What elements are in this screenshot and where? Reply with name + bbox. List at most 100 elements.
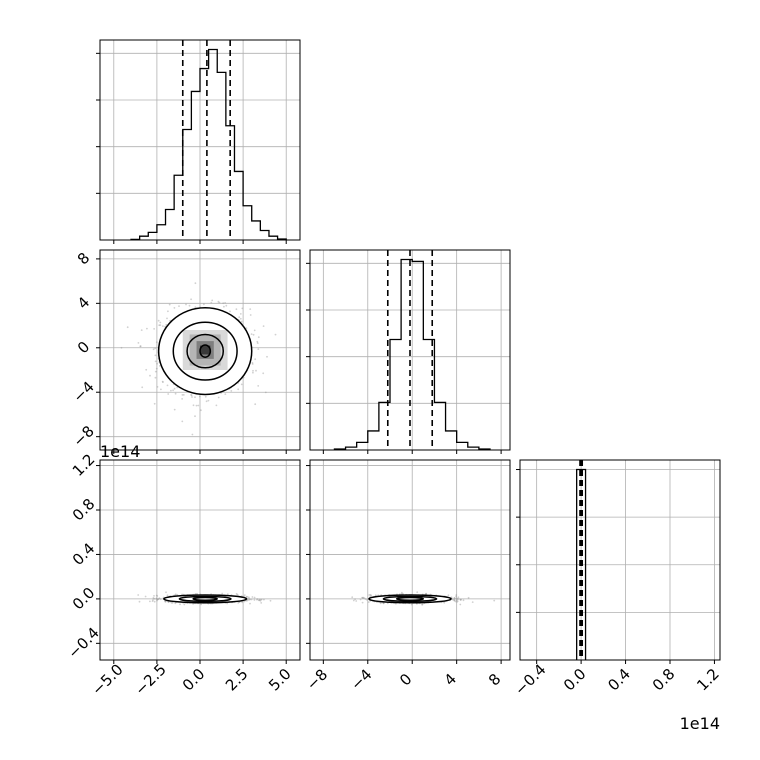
- density-layer: [120, 282, 496, 606]
- scatter-point: [239, 313, 242, 315]
- scatter-point: [425, 592, 428, 595]
- panel-2-density: [120, 282, 277, 436]
- scatter-point: [197, 404, 200, 407]
- scatter-point: [249, 598, 251, 601]
- scatter-point: [453, 597, 456, 599]
- panel-5-frame: [309, 459, 511, 661]
- scatter-point: [254, 403, 257, 406]
- scatter-point: [359, 598, 362, 601]
- scatter-point: [196, 592, 199, 595]
- scatter-point: [245, 595, 248, 598]
- labels-layer: −8 −4 0 4 8 −0.4 0.0 0.4 0.8 1.2 −5.0 −2.5 0.0 2.5 5.0…: [64, 249, 722, 699]
- scatter-point: [368, 594, 371, 596]
- scatter-point: [157, 319, 160, 322]
- scatter-point: [224, 393, 227, 395]
- scatter-point: [256, 598, 259, 600]
- scatter-point: [237, 602, 240, 604]
- scatter-point: [253, 596, 256, 599]
- scatter-point: [211, 299, 214, 302]
- contour-line-1: [157, 307, 253, 396]
- scatter-point: [454, 600, 457, 603]
- offset-label-param3-y: 1e14: [100, 442, 140, 461]
- scatter-point: [367, 601, 370, 603]
- scatter-point: [262, 372, 265, 375]
- scatter-point: [210, 301, 213, 304]
- scatter-point: [203, 303, 205, 306]
- scatter-point: [194, 415, 196, 418]
- scatter-point: [401, 591, 403, 594]
- contour-line-1: [368, 594, 452, 604]
- scatter-point: [170, 389, 172, 392]
- y-tick-label: −4: [69, 378, 97, 406]
- x-tick-label: −4: [347, 665, 375, 693]
- scatter-point: [493, 599, 496, 602]
- scatter-point: [164, 601, 167, 603]
- contour-line-3: [395, 596, 425, 601]
- panel-5-density: [351, 591, 496, 606]
- scatter-point: [230, 390, 233, 392]
- scatter-point: [120, 346, 123, 349]
- scatter-point: [172, 389, 175, 392]
- scatter-point: [262, 325, 265, 327]
- scatter-point: [456, 601, 458, 603]
- x-tick-label: 5.0: [265, 665, 295, 695]
- scatter-point: [252, 333, 255, 336]
- scatter-point: [255, 369, 257, 372]
- scatter-point: [251, 363, 254, 365]
- scatter-point: [162, 381, 164, 383]
- scatter-point: [257, 385, 260, 387]
- scatter-point: [236, 593, 239, 596]
- scatter-point: [250, 598, 253, 601]
- x-tick-label: −5.0: [88, 660, 126, 698]
- scatter-point: [462, 599, 465, 602]
- scatter-point: [258, 599, 261, 602]
- scatter-point: [167, 393, 170, 395]
- scatter-point: [160, 388, 162, 391]
- scatter-point: [165, 323, 168, 326]
- scatter-point: [155, 598, 158, 600]
- scatter-point: [256, 340, 259, 343]
- scatter-point: [205, 400, 208, 403]
- scatter-point: [126, 326, 129, 329]
- scatter-point: [264, 391, 267, 394]
- scatter-point: [179, 603, 181, 606]
- scatter-point: [156, 595, 159, 597]
- scatter-point: [181, 420, 184, 423]
- scatter-point: [459, 599, 462, 601]
- y-tick-label: 0.8: [69, 495, 99, 525]
- scatter-point: [457, 598, 460, 600]
- scatter-point: [453, 598, 456, 601]
- scatter-point: [170, 602, 173, 604]
- scatter-point: [240, 320, 243, 323]
- scatter-point: [194, 306, 197, 309]
- scatter-point: [153, 600, 156, 603]
- scatter-point: [226, 593, 229, 595]
- scatter-point: [174, 593, 177, 596]
- contour-line-4: [199, 344, 212, 358]
- scatter-point: [200, 603, 203, 606]
- scatter-point: [167, 601, 170, 604]
- scatter-point: [204, 395, 207, 398]
- contour-line-3: [192, 596, 218, 601]
- scatter-point: [363, 597, 366, 599]
- scatter-point: [243, 594, 246, 596]
- scatter-point: [154, 376, 157, 379]
- marks-layer: [130, 40, 587, 660]
- scatter-point: [248, 597, 251, 600]
- scatter-point: [195, 404, 198, 407]
- scatter-point: [361, 601, 364, 604]
- scatter-point: [362, 597, 364, 599]
- scatter-point: [253, 599, 256, 601]
- scatter-point: [137, 342, 140, 344]
- x-tick-label: 0.0: [560, 665, 590, 695]
- scatter-point: [151, 600, 154, 602]
- scatter-point: [156, 362, 159, 365]
- scatter-point: [161, 380, 164, 383]
- density-cell: [200, 345, 211, 355]
- scatter-point: [443, 601, 446, 604]
- scatter-point: [457, 596, 460, 599]
- scatter-point: [467, 596, 470, 599]
- scatter-point: [366, 598, 368, 601]
- scatter-point: [181, 398, 184, 400]
- scatter-point: [215, 404, 218, 407]
